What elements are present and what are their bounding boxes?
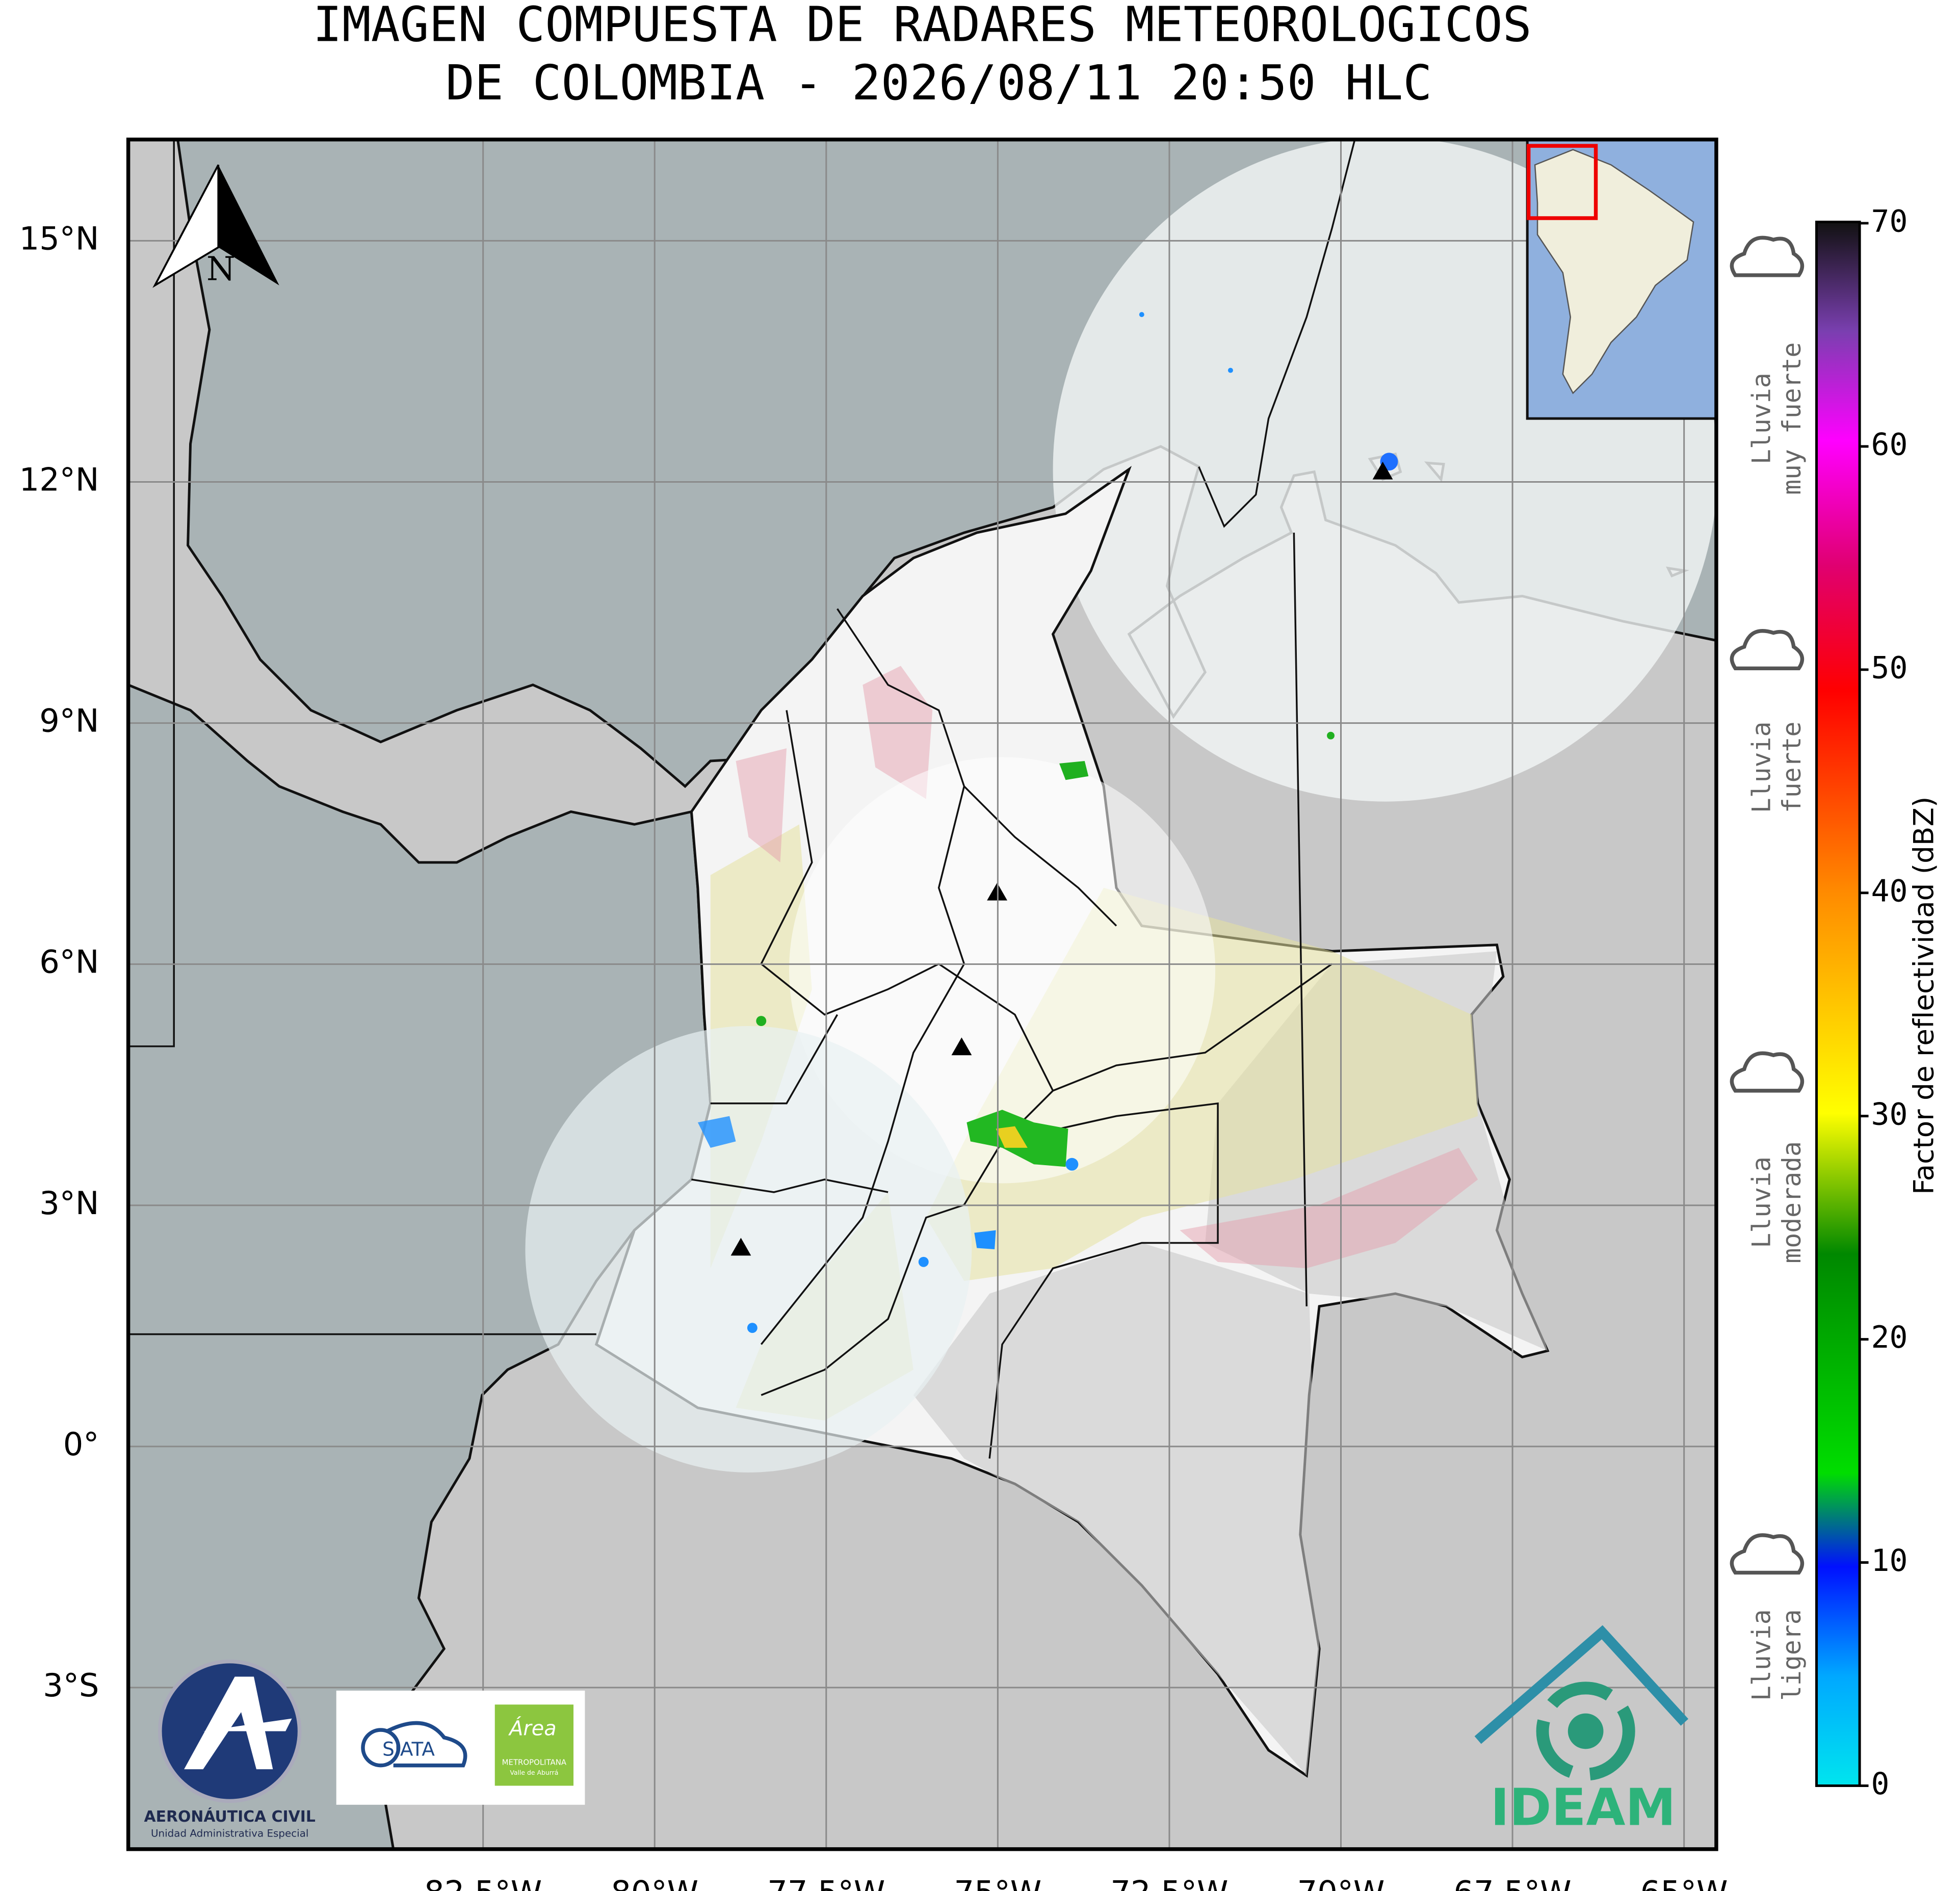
rain-icon <box>1730 1051 1805 1093</box>
north-label: N <box>206 250 236 288</box>
colorbar-tick-label: 10 <box>1871 1543 1908 1579</box>
x-tick-label: 70°W <box>1297 1874 1385 1891</box>
rain-icon <box>1730 1533 1805 1575</box>
y-tick-label: 0° <box>63 1426 99 1463</box>
radar-range <box>525 1026 972 1473</box>
logo-text: AERONÁUTICA CIVIL <box>144 1807 316 1826</box>
y-tick-label: 3°N <box>39 1185 99 1222</box>
map-frame <box>126 137 1718 1851</box>
rain-legend-label: moderada <box>1777 1141 1807 1264</box>
inset-map <box>1526 139 1716 420</box>
colorbar-tick-label: 70 <box>1871 204 1908 240</box>
x-tick-label: 82.5°W <box>424 1874 542 1891</box>
rain-legend-label: Lluvia <box>1747 1609 1776 1701</box>
logo-text: METROPOLITANA <box>502 1758 567 1767</box>
rain-icon <box>1730 629 1805 671</box>
labels: 82.5°W 80°W 77.5°W 75°W 72.5°W 70°W 67.5°W 65°W… <box>19 204 1940 1891</box>
x-tick-label: 75°W <box>954 1874 1042 1891</box>
x-tick-label: 80°W <box>611 1874 698 1891</box>
radar-sites <box>730 461 1393 1256</box>
y-tick-label: 6°N <box>39 943 99 981</box>
colorbar-tick-label: 20 <box>1871 1320 1908 1355</box>
colorbar <box>1815 220 1861 1787</box>
y-tick-label: 15°N <box>19 220 99 257</box>
grid <box>128 139 1716 1849</box>
y-tick-label: 3°S <box>43 1667 99 1704</box>
x-tick-label: 72.5°W <box>1110 1874 1228 1891</box>
logo-text: Valle de Aburrá <box>510 1769 558 1776</box>
region-shading <box>736 666 1478 1269</box>
radar-range <box>789 757 1216 1184</box>
region-shading <box>913 951 1548 1776</box>
colorbar-tick-label: 0 <box>1871 1767 1890 1802</box>
colorbar-tick-label: 60 <box>1871 427 1908 462</box>
y-tick-label: 9°N <box>39 702 99 740</box>
aerocivil-logo: AERONÁUTICA CIVIL Unidad Administrativa … <box>144 1659 316 1840</box>
rain-legend-label: Lluvia <box>1747 373 1776 464</box>
x-tick-label: 77.5°W <box>767 1874 885 1891</box>
title-line: IMAGEN COMPUESTA DE RADARES METEOROLOGIC… <box>313 0 1532 53</box>
rain-icon <box>1730 235 1805 277</box>
logo-text: SIATA <box>382 1738 435 1760</box>
rain-legend-label: ligera <box>1777 1609 1807 1701</box>
colorbar-tick-label: 40 <box>1871 874 1908 909</box>
colorbar-tick-label: 30 <box>1871 1097 1908 1132</box>
logo-text: IDEAM <box>1491 1779 1676 1837</box>
borders <box>128 139 1356 1459</box>
colorbar-tick-label: 50 <box>1871 650 1908 686</box>
rain-legend-label: Lluvia <box>1747 722 1776 813</box>
x-tick-label: 67.5°W <box>1454 1874 1572 1891</box>
logo-text: Área <box>508 1716 556 1740</box>
x-tick-label: 65°W <box>1640 1874 1728 1891</box>
rain-legend-label: fuerte <box>1777 722 1807 813</box>
colorbar-label: Factor de reflectividad (dBZ) <box>1907 797 1940 1195</box>
map: N AERONÁUTICA CIVIL Unidad Administrativ… <box>128 139 1716 1849</box>
siata-logo: SIATA Área METROPOLITANA Valle de Aburrá <box>336 1690 585 1805</box>
title-line: DE COLOMBIA - 2026/08/11 20:50 HLC <box>446 55 1432 111</box>
ideam-logo: IDEAM <box>1474 1625 1689 1837</box>
rain-icons <box>1730 235 1805 1575</box>
logo-text: Unidad Administrativa Especial <box>151 1828 308 1840</box>
rain-legend-label: muy fuerte <box>1777 342 1807 495</box>
rain-legend-label: Lluvia <box>1747 1157 1776 1248</box>
y-tick-label: 12°N <box>19 461 99 498</box>
